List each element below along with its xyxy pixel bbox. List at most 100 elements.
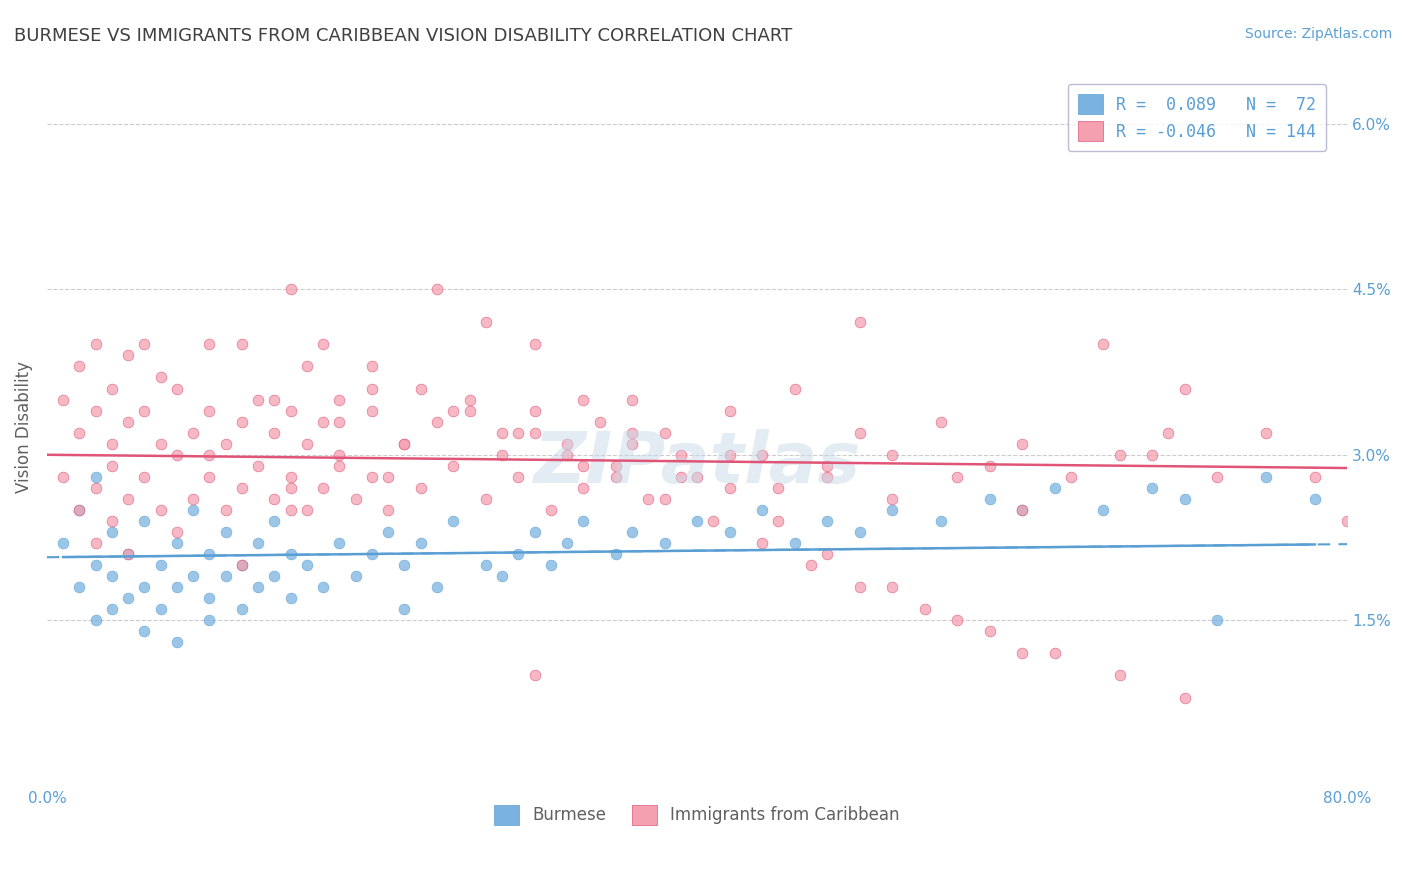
Point	[312, 415, 335, 429]
Point	[295, 503, 318, 517]
Point	[280, 470, 302, 484]
Point	[783, 382, 806, 396]
Point	[1303, 491, 1326, 506]
Point	[946, 470, 969, 484]
Point	[768, 481, 790, 495]
Point	[198, 591, 221, 606]
Point	[67, 359, 90, 374]
Point	[231, 337, 253, 351]
Point	[117, 547, 139, 561]
Point	[621, 436, 644, 450]
Point	[1011, 503, 1033, 517]
Point	[67, 503, 90, 517]
Point	[523, 403, 546, 417]
Point	[101, 524, 124, 539]
Point	[101, 436, 124, 450]
Point	[815, 470, 838, 484]
Point	[247, 392, 270, 407]
Point	[198, 448, 221, 462]
Point	[848, 580, 870, 594]
Point	[491, 425, 513, 440]
Point	[149, 602, 172, 616]
Point	[361, 547, 384, 561]
Point	[84, 536, 107, 550]
Point	[718, 524, 741, 539]
Point	[344, 491, 367, 506]
Point	[263, 491, 285, 506]
Point	[1043, 481, 1066, 495]
Point	[540, 503, 562, 517]
Point	[669, 470, 692, 484]
Point	[52, 392, 75, 407]
Point	[621, 425, 644, 440]
Point	[1140, 448, 1163, 462]
Point	[328, 448, 350, 462]
Point	[361, 359, 384, 374]
Point	[718, 448, 741, 462]
Point	[394, 558, 416, 573]
Point	[280, 547, 302, 561]
Point	[166, 524, 188, 539]
Point	[882, 491, 904, 506]
Point	[621, 524, 644, 539]
Point	[929, 415, 952, 429]
Point	[848, 315, 870, 329]
Point	[215, 503, 238, 517]
Point	[508, 425, 530, 440]
Point	[263, 514, 285, 528]
Point	[441, 514, 464, 528]
Point	[247, 580, 270, 594]
Point	[215, 524, 238, 539]
Point	[1174, 382, 1197, 396]
Point	[718, 403, 741, 417]
Point	[572, 392, 595, 407]
Point	[914, 602, 936, 616]
Point	[555, 448, 578, 462]
Point	[572, 514, 595, 528]
Text: ZIPatlas: ZIPatlas	[533, 428, 860, 498]
Point	[1254, 425, 1277, 440]
Point	[280, 503, 302, 517]
Point	[882, 448, 904, 462]
Point	[654, 491, 676, 506]
Point	[247, 458, 270, 473]
Point	[540, 558, 562, 573]
Point	[295, 558, 318, 573]
Point	[117, 348, 139, 362]
Point	[101, 382, 124, 396]
Point	[654, 425, 676, 440]
Point	[1174, 491, 1197, 506]
Point	[637, 491, 659, 506]
Point	[328, 392, 350, 407]
Point	[328, 536, 350, 550]
Point	[441, 458, 464, 473]
Point	[409, 481, 432, 495]
Point	[409, 536, 432, 550]
Point	[491, 569, 513, 583]
Point	[134, 624, 156, 639]
Point	[458, 392, 481, 407]
Point	[394, 436, 416, 450]
Point	[508, 470, 530, 484]
Point	[198, 337, 221, 351]
Point	[523, 668, 546, 682]
Point	[67, 503, 90, 517]
Point	[117, 591, 139, 606]
Point	[117, 547, 139, 561]
Point	[84, 558, 107, 573]
Legend: Burmese, Immigrants from Caribbean: Burmese, Immigrants from Caribbean	[485, 795, 910, 835]
Point	[247, 536, 270, 550]
Point	[572, 481, 595, 495]
Text: Source: ZipAtlas.com: Source: ZipAtlas.com	[1244, 27, 1392, 41]
Point	[312, 580, 335, 594]
Point	[1092, 503, 1115, 517]
Point	[491, 448, 513, 462]
Point	[588, 415, 610, 429]
Text: BURMESE VS IMMIGRANTS FROM CARIBBEAN VISION DISABILITY CORRELATION CHART: BURMESE VS IMMIGRANTS FROM CARIBBEAN VIS…	[14, 27, 793, 45]
Point	[605, 458, 627, 473]
Point	[1108, 668, 1130, 682]
Point	[882, 580, 904, 594]
Point	[84, 337, 107, 351]
Point	[117, 491, 139, 506]
Point	[815, 514, 838, 528]
